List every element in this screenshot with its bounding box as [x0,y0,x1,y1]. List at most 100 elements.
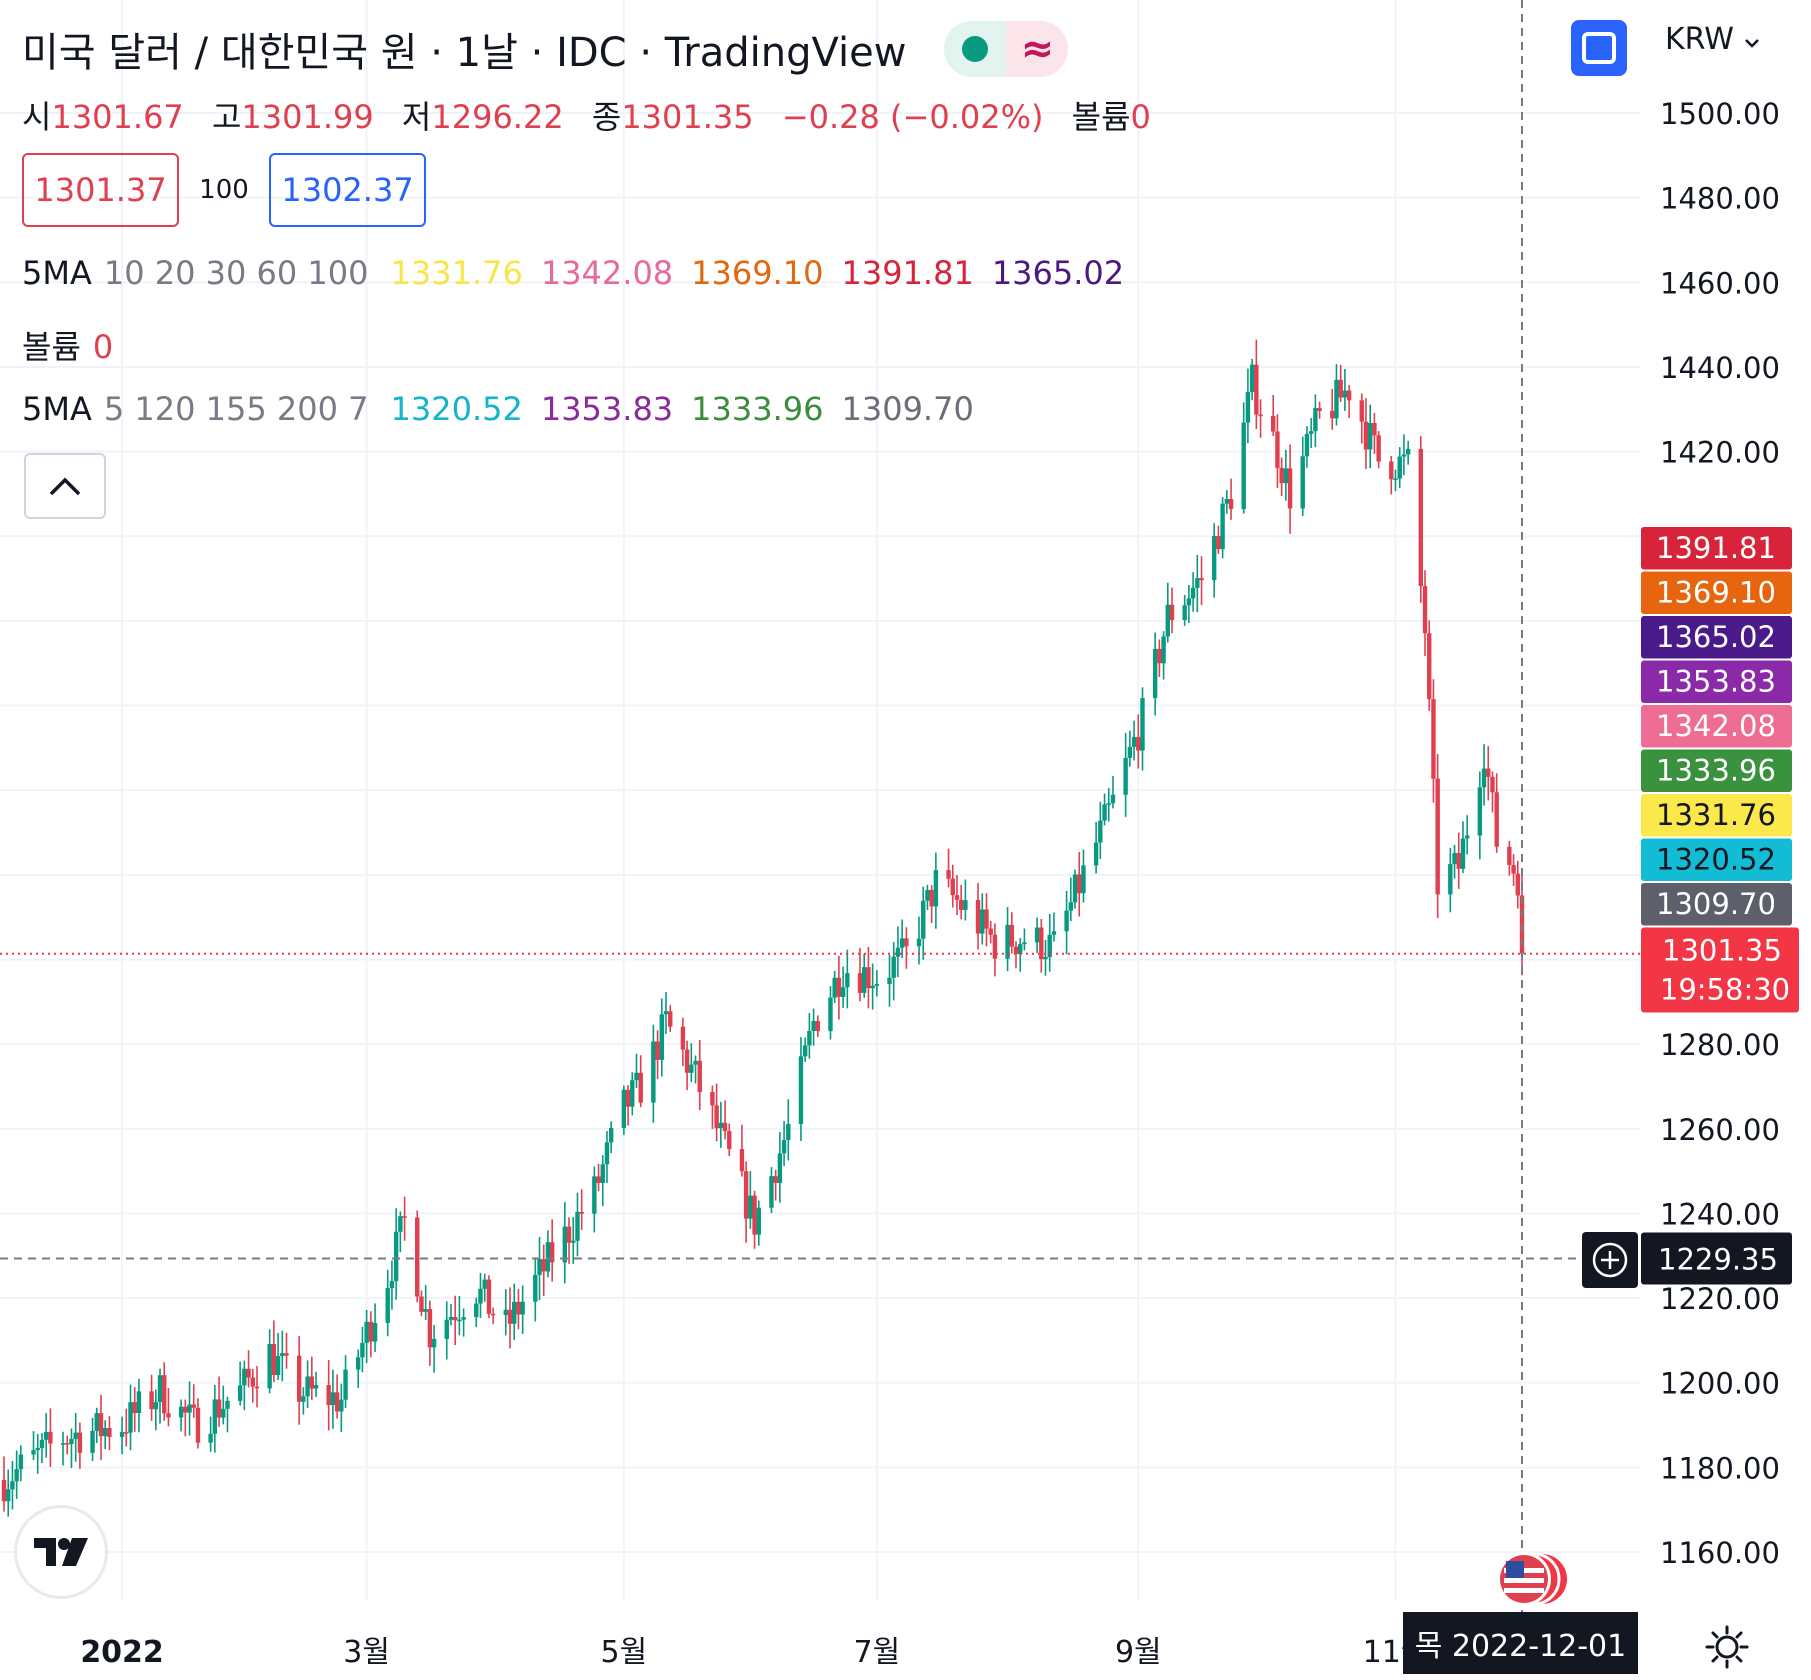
candle-body [1165,604,1170,637]
candle-body [225,1400,230,1409]
fullscreen-button[interactable] [1571,20,1627,76]
candle-body [684,1049,690,1073]
candle-body [393,1231,399,1282]
candle-body [166,1413,171,1418]
ma-price-badge [1641,883,1792,926]
candle-body [271,1344,277,1376]
candle-body [1308,431,1314,434]
candle-body [18,1454,24,1470]
candle-body [1393,478,1398,481]
candle-body [516,1301,521,1315]
candle-body [1397,456,1402,479]
add-alert-button[interactable] [1582,1232,1638,1288]
candle-body [815,1021,821,1032]
candle-body [1435,778,1440,895]
candle-body [840,987,846,997]
candle-body [1190,587,1196,599]
candle-body [1022,942,1027,945]
low-value: 1296.22 [431,98,564,136]
candle-body [73,1432,78,1439]
candle-body [94,1413,99,1432]
indicator-row[interactable]: 볼륨 0 [22,322,131,368]
indicator-row[interactable]: 5MA 5 120 155 200 7 1320.52 1353.83 1333.96 1… [22,390,992,428]
candle-body [461,1317,466,1320]
collapse-legend-button[interactable] [24,453,106,519]
candle-body [1077,874,1082,894]
candle-body [65,1443,70,1445]
candle-body [596,1176,601,1183]
candle-body [512,1301,517,1324]
candle-body [1186,598,1192,606]
candle-body [1275,431,1280,468]
candle-body [39,1439,45,1449]
candle-body [1098,820,1103,843]
market-status-pill[interactable]: ≈ [944,21,1069,77]
ma-price-badge-label: 1342.08 [1656,709,1776,743]
candle-body [1152,648,1158,699]
candle-body [1460,838,1466,869]
candle-body [398,1216,403,1232]
ma-price-badge [1641,527,1792,570]
candle-body [1102,804,1107,821]
indicator-value: 1353.83 [540,390,674,428]
symbol-title[interactable]: 미국 달러 / 대한민국 원 · 1날 · IDC · TradingView [22,30,907,76]
candle-body [1346,390,1352,401]
candlestick-series [1,339,1525,1517]
candle-body [680,1026,686,1050]
crosshair-price-badge [1641,1232,1792,1285]
candle-body [216,1399,222,1418]
price-tick-label: 1200.00 [1660,1367,1780,1401]
candle-body [1368,422,1373,450]
us-flag-events-icon[interactable] [1490,1548,1570,1610]
candle-body [482,1279,487,1289]
ma-price-badge-label: 1365.02 [1656,620,1776,654]
price-tick-label: 1440.00 [1660,351,1780,385]
candle-body [1093,842,1099,866]
price-tick-label: 1420.00 [1660,436,1780,470]
candle-body [360,1342,365,1358]
candle-body [1018,944,1023,955]
candle-body [301,1396,306,1402]
candle-body [769,1176,774,1208]
candle-body [507,1309,513,1324]
indicator-params: 10 20 30 60 100 [103,254,369,292]
candle-body [237,1385,243,1401]
candle-body [157,1375,163,1403]
candle-body [402,1216,407,1218]
volume-value: 0 [1130,98,1151,136]
candle-body [1359,400,1364,422]
candle-body [1507,846,1512,866]
sell-button[interactable]: 1301.37 [22,153,179,227]
indicator-name: 5MA [22,254,92,292]
indicator-value: 0 [92,328,114,366]
time-tick-label: 9월 [1115,1635,1162,1670]
candle-body [777,1153,783,1183]
candle-body [419,1296,424,1312]
indicator-row[interactable]: 5MA 10 20 30 60 100 1331.76 1342.08 1369.10 1… [22,254,1142,292]
candle-body [798,1056,804,1124]
candle-body [1110,794,1116,804]
ma-price-badge-label: 1333.96 [1656,754,1776,788]
tradingview-logo[interactable] [17,1508,105,1596]
candle-body [183,1406,188,1413]
candle-body [1258,414,1263,417]
candle-body [339,1399,344,1412]
candle-body [119,1432,125,1437]
candle-body [246,1368,251,1378]
settings-sun-icon[interactable] [1705,1625,1749,1669]
indicator-value: 1309.70 [841,390,974,428]
ma-price-badge-label: 1331.76 [1656,798,1776,832]
candle-body [423,1309,428,1312]
currency-selector[interactable]: KRW [1665,22,1760,57]
crosshair-price-label: 1229.35 [1658,1242,1778,1276]
candle-body [1064,910,1069,932]
candle-body [1131,736,1137,747]
price-tick-label: 1240.00 [1660,1197,1780,1231]
candle-body [1401,454,1407,457]
candle-body [1199,578,1204,581]
buy-button[interactable]: 1302.37 [269,153,426,227]
price-tick-label: 1260.00 [1660,1113,1780,1147]
candle-body [714,1105,719,1129]
candle-body [1047,934,1052,958]
